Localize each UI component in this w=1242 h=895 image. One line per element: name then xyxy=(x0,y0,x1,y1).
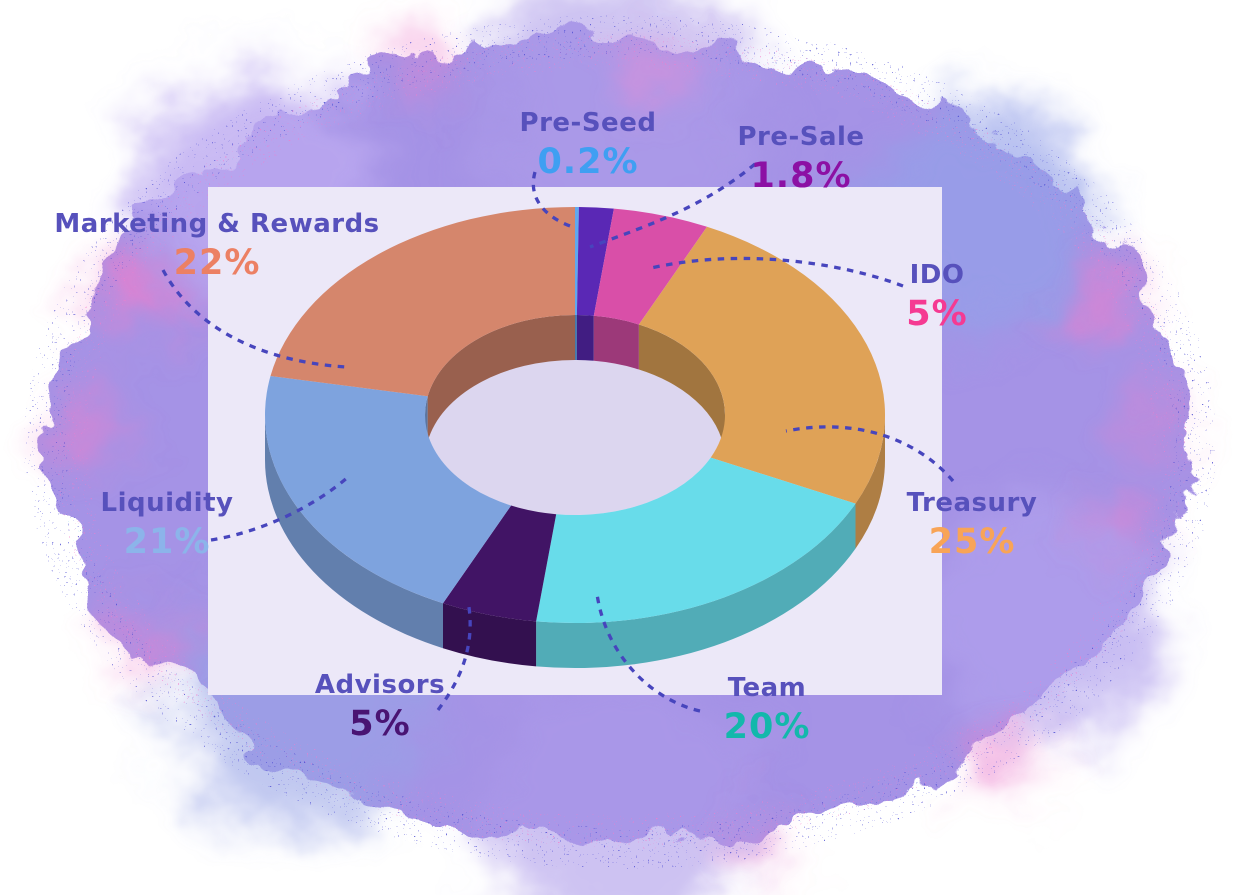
chart-panel xyxy=(208,187,942,695)
speckle-ring-cyan xyxy=(55,41,1185,843)
